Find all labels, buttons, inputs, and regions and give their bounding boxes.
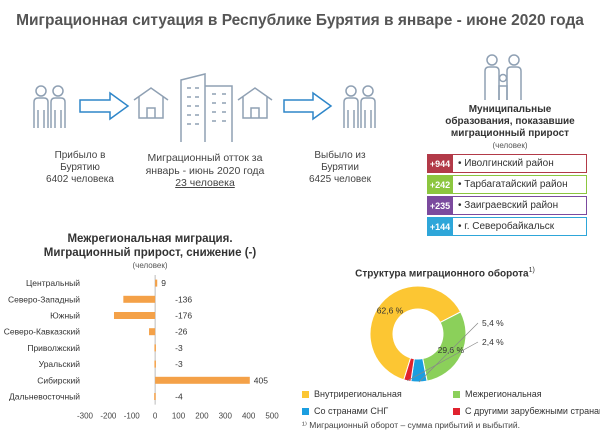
bar xyxy=(154,360,156,368)
departed-text: Выбыло из Бурятии 6425 человек xyxy=(290,150,390,186)
bar-chart-title-line1: Межрегиональная миграция. xyxy=(67,233,233,245)
arrived-line2: Бурятию xyxy=(60,162,100,173)
tick-label: -200 xyxy=(100,412,117,421)
slice-label: 62,6 % xyxy=(377,306,404,316)
outflow-text: Миграционный отток за январь - июнь 2020… xyxy=(135,152,275,190)
data-label: -3 xyxy=(175,343,183,353)
building-icon xyxy=(180,73,233,142)
family-icon xyxy=(484,54,522,100)
bar xyxy=(149,328,156,336)
pie-chart-title-sup: 1) xyxy=(528,267,535,274)
departed-line2: Бурятии xyxy=(321,162,359,173)
data-label: -3 xyxy=(175,359,183,369)
category-label: Сибирский xyxy=(37,375,80,385)
footnote: ¹⁾ Миграционный оборот – сумма прибытий … xyxy=(302,420,520,430)
municipal-item-value: +144 xyxy=(427,217,453,236)
pie-chart-title-text: Структура миграционного оборота xyxy=(355,268,529,280)
legend-label: Со странами СНГ xyxy=(314,406,389,416)
legend-swatch xyxy=(302,390,309,398)
municipal-title-line1: Муниципальные xyxy=(468,104,552,115)
category-label: Северо-Западный xyxy=(8,294,80,304)
category-label: Приволжский xyxy=(27,343,80,353)
municipal-item-value: +944 xyxy=(427,154,453,173)
legend-label: Внутрирегиональная xyxy=(314,389,402,399)
municipal-item-name: • г. Северобайкальск xyxy=(452,217,587,236)
flow-icons xyxy=(33,54,522,142)
municipal-subtitle: (человек) xyxy=(492,141,528,150)
house-icon xyxy=(133,87,169,119)
data-label: 405 xyxy=(254,375,268,385)
pie-slice xyxy=(403,357,415,383)
tick-label: 500 xyxy=(265,412,279,421)
municipal-item-name: • Тарбагатайский район xyxy=(452,175,587,194)
legend-item: Внутрирегиональная xyxy=(302,389,402,399)
tick-label: -100 xyxy=(124,412,141,421)
data-label: 9 xyxy=(161,278,166,288)
departed-count: 6425 человек xyxy=(308,174,372,185)
category-label: Центральный xyxy=(26,278,80,288)
bar xyxy=(113,312,156,319)
municipal-item-value: +235 xyxy=(427,196,453,215)
municipal-title: Муниципальные образования, показавшие ми… xyxy=(425,104,595,140)
tick-label: 0 xyxy=(153,412,158,421)
municipal-item-name: • Иволгинский район xyxy=(452,154,587,173)
legend-swatch xyxy=(453,407,460,415)
tick-label: -300 xyxy=(77,412,94,421)
bar-chart: Центральный 9 Северо-Западный -136 Южный -176… xyxy=(4,275,279,421)
category-label: Южный xyxy=(50,311,80,321)
outflow-line1: Миграционный отток за xyxy=(147,152,263,164)
tick-label: 400 xyxy=(242,412,256,421)
data-label: -176 xyxy=(175,311,192,321)
category-label: Уральский xyxy=(39,359,81,369)
legend-swatch xyxy=(302,407,309,415)
bar xyxy=(155,279,158,287)
pie-chart: 62,6 %29,6 %5,4 %2,4 % xyxy=(369,285,504,383)
bar xyxy=(155,376,250,384)
people-arrived-icon xyxy=(33,85,66,128)
leader-line xyxy=(418,322,479,383)
outflow-line2: январь - июнь 2020 года xyxy=(145,164,265,177)
legend-item: С другими зарубежными странами xyxy=(453,406,600,416)
data-label: -26 xyxy=(175,327,188,337)
data-label: -4 xyxy=(175,392,183,402)
tick-label: 100 xyxy=(172,412,186,421)
arrived-text: Прибыло в Бурятию 6402 человека xyxy=(30,150,130,186)
tick-label: 300 xyxy=(219,412,233,421)
legend-swatch xyxy=(453,390,460,398)
bar xyxy=(154,393,156,400)
house-icon xyxy=(237,87,273,119)
arrived-count: 6402 человека xyxy=(46,174,114,185)
departed-line1: Выбыло из xyxy=(314,150,366,161)
municipal-title-line3: миграционный прирост xyxy=(450,128,570,139)
arrived-line1: Прибыло в xyxy=(54,150,106,161)
legend-item: Со странами СНГ xyxy=(302,406,388,416)
pie-chart-title: Структура миграционного оборота1) xyxy=(330,267,560,279)
bar-chart-title: Межрегиональная миграция. Миграционный п… xyxy=(20,232,280,260)
municipal-title-line2: образования, показавшие xyxy=(445,116,575,127)
page-title: Миграционная ситуация в Республике Бурят… xyxy=(16,12,584,29)
category-label: Дальневосточный xyxy=(9,392,80,402)
municipal-item-name: • Заиграевский район xyxy=(452,196,587,215)
bar-chart-subtitle: (человек) xyxy=(132,261,168,270)
data-label: -136 xyxy=(175,294,192,304)
pie-slice xyxy=(369,285,462,381)
municipal-item-value: +242 xyxy=(427,175,453,194)
bar xyxy=(154,344,156,352)
slice-label: 5,4 % xyxy=(482,318,504,328)
arrow-right-icon xyxy=(79,91,130,121)
slice-label: 2,4 % xyxy=(482,337,504,347)
bar-chart-title-line2: Миграционный прирост, снижение (-) xyxy=(43,247,257,259)
tick-label: 200 xyxy=(195,412,209,421)
arrow-right-icon xyxy=(283,91,333,121)
category-label: Северо-Кавказский xyxy=(4,327,81,337)
legend-label: С другими зарубежными странами xyxy=(465,406,600,416)
legend-item: Межрегиональная xyxy=(453,389,542,399)
outflow-count: 23 человека xyxy=(175,177,235,189)
people-departed-icon xyxy=(343,85,376,128)
legend-label: Межрегиональная xyxy=(465,389,542,399)
leader-line xyxy=(407,341,479,382)
bar xyxy=(123,295,156,303)
